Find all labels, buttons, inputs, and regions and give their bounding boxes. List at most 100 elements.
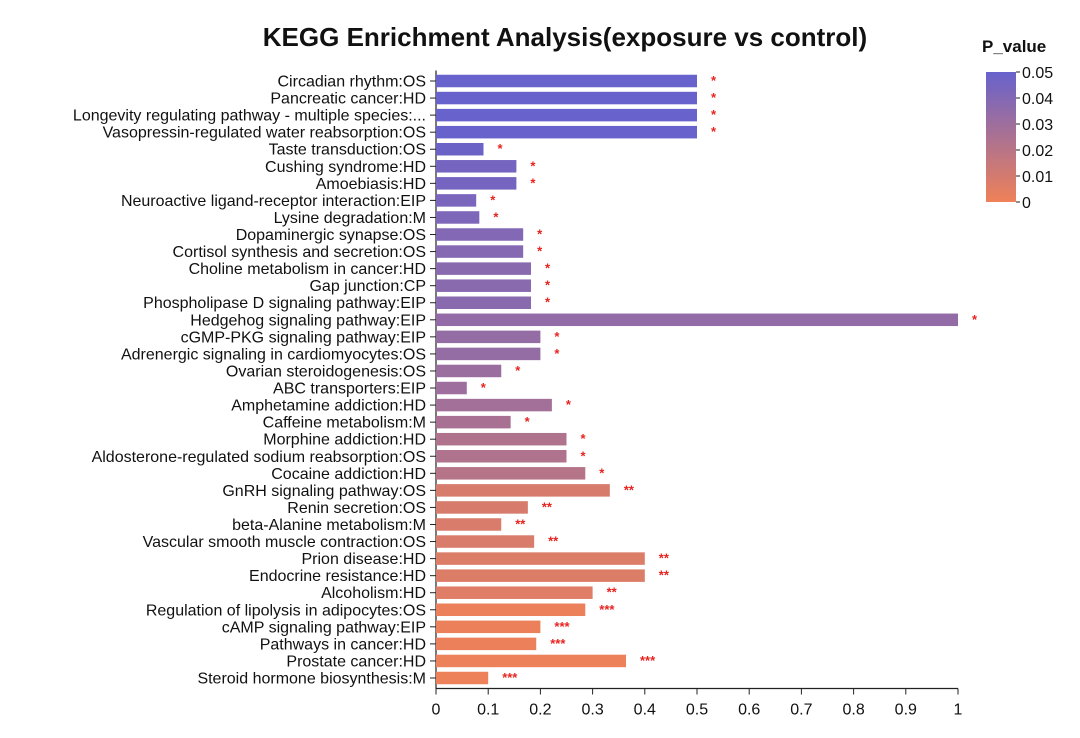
- significance-marker: **: [607, 585, 618, 600]
- significance-marker: **: [542, 499, 553, 514]
- significance-marker: **: [548, 534, 559, 549]
- bar: [436, 228, 524, 241]
- bar: [436, 125, 697, 139]
- category-label: Morphine addiction:HD: [263, 432, 426, 449]
- category-label: Lysine degradation:M: [274, 210, 426, 227]
- significance-marker: *: [554, 329, 560, 344]
- category-label: Alcoholism:HD: [321, 585, 426, 602]
- significance-marker: ***: [640, 653, 656, 668]
- x-tick-label: 0.2: [529, 702, 551, 719]
- category-label: cAMP signaling pathway:EIP: [222, 619, 426, 636]
- bar: [436, 91, 697, 105]
- category-label: Longevity regulating pathway - multiple …: [73, 108, 426, 125]
- category-label: Hedgehog signaling pathway:EIP: [190, 312, 426, 329]
- bar: [436, 671, 489, 685]
- category-label: Dopaminergic synapse:OS: [236, 227, 426, 244]
- bar: [436, 552, 645, 565]
- bar: [436, 108, 697, 122]
- bar: [436, 398, 552, 412]
- category-label: Amoebiasis:HD: [316, 176, 426, 193]
- significance-marker: *: [530, 175, 536, 190]
- colorbar-tick-label: 0.02: [1022, 143, 1053, 160]
- chart-title: KEGG Enrichment Analysis(exposure vs con…: [262, 22, 868, 52]
- significance-markers-group: ****************************************…: [481, 73, 978, 685]
- bar: [436, 330, 541, 344]
- x-tick-label: 0.7: [790, 702, 812, 719]
- significance-marker: **: [624, 482, 635, 497]
- category-label: Gap junction:CP: [309, 278, 426, 295]
- x-tick-label: 0.3: [581, 702, 603, 719]
- x-tick-label: 0: [432, 702, 441, 719]
- bar: [436, 415, 511, 429]
- significance-marker: ***: [599, 602, 615, 617]
- category-label: Adrenergic signaling in cardiomyocytes:O…: [121, 346, 426, 363]
- bar: [436, 313, 958, 327]
- significance-marker: ***: [550, 636, 566, 651]
- bar: [436, 620, 541, 634]
- significance-marker: *: [530, 158, 536, 173]
- category-label: Taste transduction:OS: [269, 142, 426, 159]
- category-label: Choline metabolism in cancer:HD: [189, 261, 426, 278]
- category-label: Circadian rhythm:OS: [278, 74, 427, 91]
- significance-marker: **: [515, 516, 526, 531]
- significance-marker: ***: [502, 670, 518, 685]
- x-tick-label: 0.5: [686, 702, 708, 719]
- colorbar-tick-label: 0.01: [1022, 169, 1053, 186]
- bar: [436, 194, 477, 207]
- category-label: Endocrine resistance:HD: [249, 568, 426, 585]
- bar: [436, 467, 586, 480]
- significance-marker: *: [972, 312, 978, 327]
- x-tick-labels-group: 0 0.1 0.2 0.3 0.4 0.5 0.6 0.7 0.8 0.9 1: [432, 702, 963, 719]
- bar: [436, 586, 593, 599]
- bar: [436, 279, 532, 292]
- significance-marker: *: [711, 124, 717, 139]
- colorbar-title: P_value: [982, 37, 1047, 56]
- significance-marker: *: [545, 295, 551, 310]
- significance-marker: *: [490, 192, 496, 207]
- x-tick-label: 0.4: [634, 702, 656, 719]
- colorbar-tick-label: 0: [1022, 195, 1031, 212]
- significance-marker: *: [525, 414, 531, 429]
- bar: [436, 432, 567, 446]
- category-label: Steroid hormone biosynthesis:M: [197, 671, 426, 688]
- category-label: Regulation of lipolysis in adipocytes:OS: [146, 602, 426, 619]
- category-label: Prion disease:HD: [302, 551, 427, 568]
- significance-marker: *: [537, 244, 543, 259]
- x-tick-label: 0.6: [738, 702, 760, 719]
- bar: [436, 518, 502, 531]
- significance-marker: *: [711, 107, 717, 122]
- significance-marker: *: [599, 465, 605, 480]
- category-label: Amphetamine addiction:HD: [231, 398, 426, 415]
- category-label: Aldosterone-regulated sodium reabsorptio…: [92, 449, 426, 466]
- x-tick-label: 0.9: [895, 702, 917, 719]
- colorbar-tick-label: 0.03: [1022, 117, 1053, 134]
- bar: [436, 654, 627, 668]
- colorbar-tick-label: 0.04: [1022, 91, 1053, 108]
- significance-marker: *: [537, 227, 543, 242]
- category-label: ABC transporters:EIP: [273, 381, 426, 398]
- significance-marker: *: [481, 380, 487, 395]
- bar: [436, 245, 524, 258]
- category-label: Pancreatic cancer:HD: [270, 91, 426, 108]
- category-label: Renin secretion:OS: [287, 500, 426, 517]
- bar: [436, 160, 517, 173]
- category-label: Vascular smooth muscle contraction:OS: [143, 534, 426, 551]
- bar: [436, 211, 480, 224]
- bar: [436, 74, 697, 88]
- significance-marker: *: [566, 397, 572, 412]
- bar: [436, 296, 532, 309]
- significance-marker: *: [581, 448, 587, 463]
- category-label: beta-Alanine metabolism:M: [232, 517, 426, 534]
- colorbar: 0.05 0.04 0.03 0.02 0.01 0: [986, 65, 1053, 212]
- category-label: GnRH signaling pathway:OS: [222, 483, 426, 500]
- category-label: Cushing syndrome:HD: [265, 159, 426, 176]
- category-label: Cocaine addiction:HD: [271, 466, 426, 483]
- bar: [436, 381, 467, 395]
- significance-marker: ***: [554, 619, 570, 634]
- x-tick-label: 1: [954, 702, 963, 719]
- significance-marker: **: [659, 568, 670, 583]
- significance-marker: *: [545, 261, 551, 276]
- significance-marker: *: [711, 90, 717, 105]
- colorbar-tick-label: 0.05: [1022, 65, 1053, 82]
- category-label: Neuroactive ligand-receptor interaction:…: [121, 193, 426, 210]
